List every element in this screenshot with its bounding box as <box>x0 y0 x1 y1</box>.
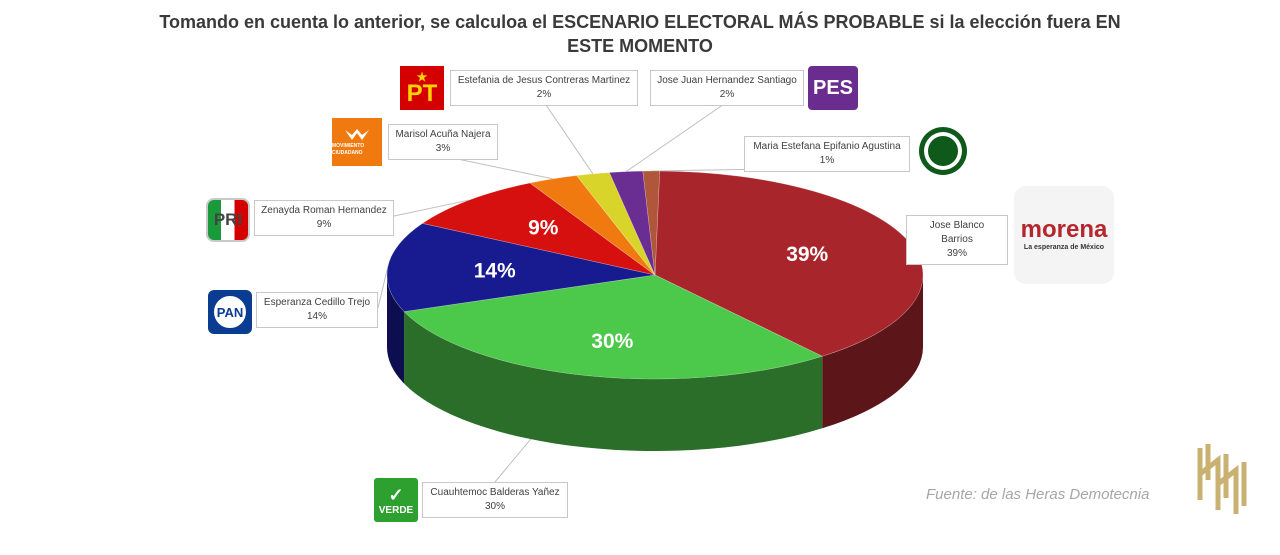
pie-slice-3 <box>421 182 656 276</box>
leader-line-3 <box>393 199 469 217</box>
pie-labels: 39% 30% 14% 9% <box>474 216 829 353</box>
leader-line-2 <box>377 266 389 309</box>
callout-other: Maria Estefana Epifanio Agustina 1% <box>744 136 910 172</box>
callout-name: Jose Blanco Barrios <box>929 220 985 245</box>
pie-side-1 <box>404 311 823 451</box>
callout-verde: Cuauhtemoc Balderas Yañez 30% <box>422 482 568 518</box>
pri-logo-icon: PRI <box>206 198 250 242</box>
source-note: Fuente: de las Heras Demotecnia <box>926 486 1150 503</box>
chart-title: Tomando en cuenta lo anterior, se calcul… <box>159 12 1121 56</box>
other-party-logo-icon <box>916 126 970 176</box>
callout-value: 3% <box>435 143 451 154</box>
callout-value: 14% <box>306 311 327 322</box>
pie-sides <box>387 275 923 451</box>
mc-logo-icon: MOVIMIENTO CIUDADANO <box>332 118 382 166</box>
verde-logo-icon: ✓ VERDE <box>374 478 418 522</box>
callout-value: 39% <box>946 248 967 259</box>
demotecnia-logo-icon <box>1197 444 1247 514</box>
pie-side-0 <box>822 275 923 429</box>
leader-line-6 <box>625 101 728 173</box>
pan-logo-icon: PAN <box>208 290 252 334</box>
callout-value: 9% <box>316 219 332 230</box>
callout-pt: Estefania de Jesus Contreras Martinez 2% <box>450 70 638 106</box>
pie-slice-2 <box>386 222 656 312</box>
pie-slice-4 <box>529 175 656 276</box>
pes-logo-icon: PES <box>808 66 858 110</box>
callout-mc: Marisol Acuña Najera 3% <box>388 124 498 160</box>
slice-value-label-0: 39% <box>786 243 828 266</box>
pie-side-2 <box>387 275 405 384</box>
callout-name: Cuauhtemoc Balderas Yañez <box>430 487 560 498</box>
slice-value-label-2: 14% <box>474 260 516 283</box>
callout-value: 2% <box>719 89 735 100</box>
callout-name: Maria Estefana Epifanio Agustina <box>753 141 901 152</box>
pie-top <box>386 170 924 380</box>
pie-slice-1 <box>403 274 824 380</box>
pie-slice-7 <box>642 170 660 276</box>
pt-logo-icon: ★ PT <box>400 66 444 110</box>
callout-value: 30% <box>484 501 505 512</box>
callout-morena: Jose Blanco Barrios 39% <box>906 215 1008 265</box>
pie-slice-5 <box>576 172 656 276</box>
callout-name: Marisol Acuña Najera <box>395 129 491 140</box>
leader-line-5 <box>543 101 594 175</box>
callout-value: 2% <box>536 89 552 100</box>
callout-pes: Jose Juan Hernandez Santiago 2% <box>650 70 804 106</box>
slice-value-label-3: 9% <box>528 216 559 239</box>
callout-name: Zenayda Roman Hernandez <box>261 205 387 216</box>
callout-value: 1% <box>819 155 835 166</box>
callout-name: Esperanza Cedillo Trejo <box>263 297 371 308</box>
morena-logo-icon: morena La esperanza de México <box>1014 186 1114 284</box>
slice-value-label-1: 30% <box>591 330 633 353</box>
callout-name: Jose Juan Hernandez Santiago <box>657 75 797 86</box>
callout-pan: Esperanza Cedillo Trejo 14% <box>256 292 378 328</box>
callout-name: Estefania de Jesus Contreras Martinez <box>457 75 631 86</box>
pie-slice-6 <box>608 170 656 276</box>
callout-pri: Zenayda Roman Hernandez 9% <box>254 200 394 236</box>
